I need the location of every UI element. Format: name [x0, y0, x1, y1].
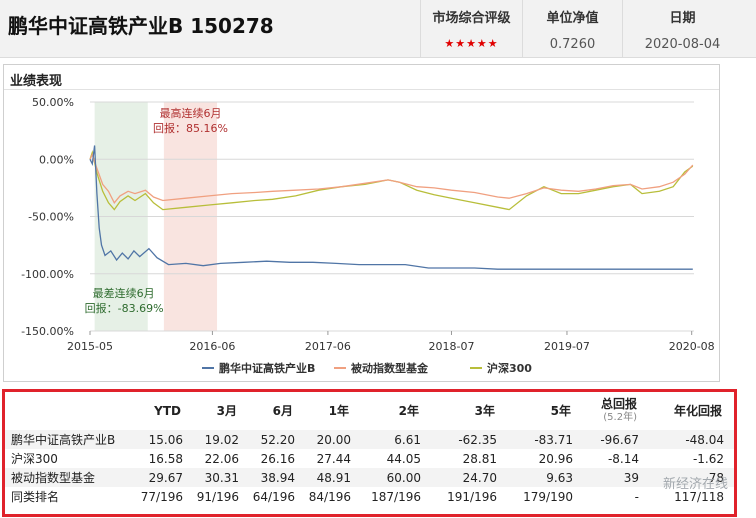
- table-cell: 20.96: [538, 451, 573, 466]
- table-row: 被动指数型基金 29.67 30.31 38.94 48.91 60.00 24.70 9.6…: [5, 468, 734, 487]
- table-cell: 29.67: [129, 468, 193, 487]
- table-cell: 20.00: [305, 430, 361, 449]
- date-label: 日期: [669, 11, 696, 26]
- table-cell: 187/196: [371, 489, 421, 504]
- table-cell: 38.94: [249, 468, 305, 487]
- worst-annotation-line1: 最差连续6月: [93, 286, 155, 300]
- best-annotation-line2: 回报：85.16%: [153, 121, 228, 135]
- table-cell: 91/196: [196, 489, 239, 504]
- best-annotation-line1: 最高连续6月: [159, 106, 221, 120]
- col-header-annual: 年化回报: [649, 392, 734, 430]
- table-cell: 64/196: [252, 489, 295, 504]
- table-cell: 77/196: [140, 489, 183, 504]
- table-cell: 28.81: [462, 451, 497, 466]
- rating-cell: 市场综合评级 ★★★★★: [420, 0, 522, 58]
- x-tick-label: 2019-07: [544, 340, 590, 353]
- performance-panel: 业绩表现 50.00% 0.00% -50.00% -100.00% -150.00% 2…: [3, 64, 720, 382]
- table-row: 同类排名 77/196 91/196 64/196 84/196 187/196 191/1…: [5, 487, 734, 506]
- col-header-ytd: YTD: [129, 392, 193, 430]
- col-header-5y: 5年: [507, 392, 583, 430]
- table-row: 鹏华中证高铁产业B 15.06 19.02 52.20 20.00 6.61 -62.35-…: [5, 430, 734, 449]
- table-row: 沪深300 16.58 22.06 26.16 27.44 44.05 28.81 20.96…: [5, 449, 734, 468]
- col-header-name: [5, 392, 129, 430]
- legend-label: 被动指数型基金: [351, 361, 429, 375]
- legend-label: 沪深300: [487, 361, 532, 375]
- table-cell: 26.16: [260, 451, 295, 466]
- returns-table-body: 鹏华中证高铁产业B 15.06 19.02 52.20 20.00 6.61 -62.35-…: [5, 430, 734, 506]
- watermark: 新经济在线: [662, 477, 728, 492]
- table-cell: -: [634, 489, 639, 504]
- table-cell: -62.35: [431, 430, 507, 449]
- y-tick-label: -150.00%: [21, 325, 74, 338]
- fund-title: 鹏华中证高铁产业B 150278: [8, 14, 274, 38]
- row-label: 同类排名: [11, 490, 60, 504]
- panel-divider: [4, 89, 719, 90]
- rating-label: 市场综合评级: [432, 11, 511, 26]
- col-header-6m: 6月: [249, 392, 305, 430]
- table-cell: 27.44: [316, 451, 351, 466]
- returns-table: YTD 3月 6月 1年 2年 3年 5年 总回报 (5.2年) 年化回报 鹏华…: [5, 392, 734, 506]
- col-header-3y: 3年: [431, 392, 507, 430]
- col-header-total: 总回报 (5.2年): [583, 392, 649, 430]
- col-header-2y: 2年: [361, 392, 431, 430]
- col-header-total-sub: (5.2年): [603, 412, 637, 423]
- table-cell: -8.14: [607, 451, 639, 466]
- col-header-1y: 1年: [305, 392, 361, 430]
- rating-stars: ★★★★★: [444, 37, 499, 50]
- table-cell: 30.31: [193, 468, 249, 487]
- date-value: 2020-08-04: [644, 37, 721, 52]
- y-tick-label: 0.00%: [39, 153, 74, 166]
- y-tick-label: -50.00%: [28, 211, 74, 224]
- table-cell: 9.63: [507, 468, 583, 487]
- nav-cell: 单位净值 0.7260: [522, 0, 622, 58]
- legend-label: 鹏华中证高铁产业B: [219, 361, 315, 375]
- row-label: 被动指数型基金: [5, 468, 129, 487]
- table-cell: 48.91: [305, 468, 361, 487]
- nav-label: 单位净值: [546, 11, 599, 26]
- table-cell: 19.02: [193, 430, 249, 449]
- series-line-1: [89, 153, 694, 204]
- table-cell: -96.67: [583, 430, 649, 449]
- table-cell: 15.06: [129, 430, 193, 449]
- x-tick-label: 2017-06: [305, 340, 351, 353]
- fund-header: 鹏华中证高铁产业B 150278 市场综合评级 ★★★★★ 单位净值 0.726…: [0, 0, 756, 58]
- returns-table-box: YTD 3月 6月 1年 2年 3年 5年 总回报 (5.2年) 年化回报 鹏华…: [2, 389, 737, 517]
- table-cell: 16.58: [148, 451, 183, 466]
- y-tick-label: 50.00%: [32, 96, 74, 109]
- table-cell: -48.04: [649, 430, 734, 449]
- row-label: 沪深300: [11, 452, 58, 466]
- table-cell: 52.20: [249, 430, 305, 449]
- x-tick-label: 2016-06: [189, 340, 235, 353]
- table-cell: 6.61: [361, 430, 431, 449]
- table-cell: 24.70: [431, 468, 507, 487]
- table-cell: 60.00: [361, 468, 431, 487]
- table-cell: 39: [583, 468, 649, 487]
- table-cell: -83.71: [507, 430, 583, 449]
- table-cell: 22.06: [204, 451, 239, 466]
- table-cell: -1.62: [692, 451, 724, 466]
- table-cell: 179/190: [523, 489, 573, 504]
- table-cell: 117/118: [674, 489, 724, 504]
- worst-annotation-line2: 回报：-83.69%: [85, 301, 164, 315]
- table-cell: 44.05: [386, 451, 421, 466]
- table-cell: 84/196: [308, 489, 351, 504]
- nav-value: 0.7260: [549, 37, 596, 52]
- table-header-row: YTD 3月 6月 1年 2年 3年 5年 总回报 (5.2年) 年化回报: [5, 392, 734, 430]
- table-cell: 191/196: [447, 489, 497, 504]
- series-line-2: [89, 149, 694, 211]
- row-label: 鹏华中证高铁产业B: [5, 430, 129, 449]
- col-header-total-label: 总回报: [600, 397, 637, 411]
- panel-title: 业绩表现: [10, 74, 63, 89]
- table-cell: 78: [649, 468, 734, 487]
- x-tick-label: 2020-08: [669, 340, 715, 353]
- x-tick-label: 2018-07: [428, 340, 474, 353]
- series-line-0: [89, 145, 693, 270]
- x-tick-label: 2015-05: [67, 340, 113, 353]
- date-cell: 日期 2020-08-04: [622, 0, 742, 58]
- performance-chart: 50.00% 0.00% -50.00% -100.00% -150.00% 2015-0…: [21, 96, 715, 375]
- col-header-3m: 3月: [193, 392, 249, 430]
- y-tick-label: -100.00%: [21, 268, 74, 281]
